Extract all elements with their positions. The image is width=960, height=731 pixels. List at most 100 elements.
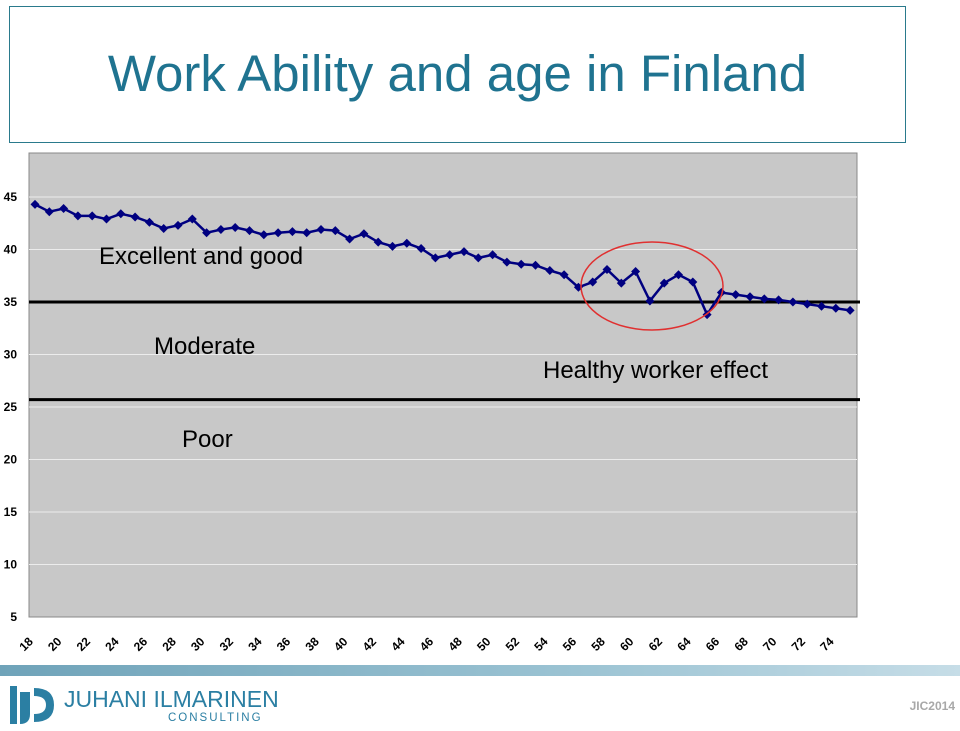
data-point [187,214,197,224]
data-point [373,237,383,247]
logo-name-last: ILMARINEN [153,686,279,712]
data-point [345,234,355,244]
data-point [516,259,526,269]
data-point [831,303,841,313]
y-tick-label: 30 [4,348,18,362]
title-box: Work Ability and age in Finland [9,6,906,143]
data-point [488,250,498,260]
data-point [802,299,812,309]
data-point [674,270,683,280]
data-point [659,278,669,288]
data-point [602,264,612,274]
data-point [159,224,169,233]
logo-name-first: JUHANI [64,686,148,712]
y-tick-label: 20 [4,453,18,467]
logo-name: JUHANI ILMARINEN [64,688,279,711]
x-tick-label: 50 [474,634,494,654]
chart: 45 40 35 30 25 20 15 10 5 18 20 22 24 26 28 30 32 34 36 38 4… [4,152,860,654]
x-tick-label: 20 [45,634,65,654]
data-point [631,267,641,277]
data-point [545,266,555,275]
x-tick-label: 66 [703,634,723,654]
zone-label-moderate: Moderate [154,333,255,360]
footer-bar [0,665,960,676]
data-point [616,278,626,288]
data-point [330,226,340,236]
x-tick-label: 34 [245,634,265,654]
x-tick-label: 28 [159,634,179,654]
x-tick-label: 44 [388,634,408,654]
y-tick-label: 25 [4,400,18,414]
data-point [202,228,212,238]
x-tick-label: 22 [74,634,94,654]
data-point [402,238,412,248]
y-tick-label: 45 [4,190,18,204]
x-tick-label: 42 [360,634,380,654]
data-point [531,260,540,270]
data-point [302,228,312,238]
data-point [688,277,698,287]
data-point [316,225,326,235]
data-point [759,294,769,304]
data-point [287,227,297,237]
data-point [30,199,40,209]
data-point [44,207,54,217]
data-point [445,250,455,260]
x-tick-label: 48 [445,634,465,654]
data-point [716,288,726,298]
x-tick-label: 62 [646,634,666,654]
data-point [230,222,240,232]
logo-subtitle: CONSULTING [168,712,263,724]
data-point [745,292,755,302]
data-point [73,211,83,221]
data-point [588,277,598,287]
x-tick-label: 72 [789,634,809,654]
logo-icon [10,686,54,724]
x-tick-label: 46 [417,634,437,654]
data-point [59,204,69,214]
data-point [731,290,741,300]
credit-text: JIC2014 [909,699,955,713]
data-point [116,209,126,219]
data-point [245,226,254,236]
x-tick-label: 24 [102,634,122,654]
y-tick-label: 15 [4,505,18,519]
data-point [788,297,798,307]
y-tick-label: 40 [4,243,18,257]
data-point [845,305,855,315]
zone-label-excellent: Excellent and good [99,243,303,270]
data-point [559,270,569,280]
data-point [416,243,426,253]
data-point [87,211,97,221]
data-point [473,253,483,263]
data-point [273,228,283,238]
x-tick-label: 58 [588,634,608,654]
data-point [817,301,826,311]
data-point [144,217,154,227]
y-tick-label: 5 [10,610,17,624]
data-point [430,253,440,263]
x-tick-label: 52 [503,634,523,654]
x-tick-label: 26 [131,634,151,654]
x-tick-label: 60 [617,634,637,654]
y-tick-label: 10 [4,558,18,572]
data-point [216,225,226,235]
x-tick-label: 54 [531,634,551,654]
x-tick-label: 68 [731,634,751,654]
data-point [130,212,140,222]
x-tick-label: 30 [188,634,208,654]
highlight-circle [580,241,724,331]
x-tick-label: 40 [331,634,351,654]
plot-area [28,152,858,618]
x-tick-label: 36 [274,634,294,654]
data-point [259,230,269,240]
zone-label-poor: Poor [182,426,233,453]
x-tick-label: 56 [560,634,580,654]
annotation-healthy-worker: Healthy worker effect [543,357,768,384]
data-point [459,247,469,257]
data-point [774,295,784,305]
x-tick-label: 70 [760,634,780,654]
x-tick-label: 74 [817,634,837,654]
y-tick-label: 35 [4,295,18,309]
data-point [388,241,397,251]
